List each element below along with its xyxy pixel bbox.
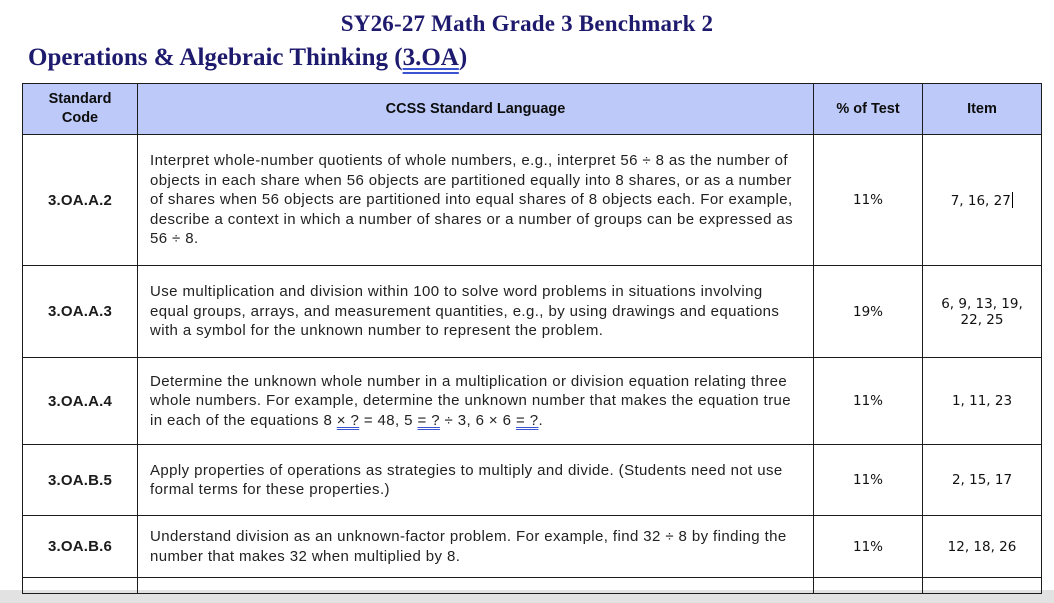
page-title: SY26-27 Math Grade 3 Benchmark 2 <box>340 11 714 36</box>
item-numbers-cell[interactable]: 2, 15, 17 <box>922 444 1042 516</box>
table-row: 3.OA.A.2 Interpret whole-number quotients… <box>22 134 1042 266</box>
header-ccss-language: CCSS Standard Language <box>137 83 814 135</box>
section-title-text: Operations & Algebraic Thinking ( <box>28 44 403 71</box>
standard-code-cell[interactable]: 3.OA.B.5 <box>22 444 138 516</box>
header-item: Item <box>922 83 1042 135</box>
section-link-3oa[interactable]: 3.OA <box>402 44 459 71</box>
standards-table: Standard Code CCSS Standard Language % o… <box>22 83 1042 594</box>
language-text: = 48, 5 <box>359 411 418 429</box>
pct-of-test-cell[interactable]: 11% <box>813 357 923 445</box>
table-header-row: Standard Code CCSS Standard Language % o… <box>22 83 1042 135</box>
suggestion-underlined-text: × ? <box>336 411 360 429</box>
standard-code-cell[interactable]: 3.OA.A.3 <box>22 265 138 358</box>
partial-cell <box>922 577 1042 594</box>
partial-cell <box>22 577 138 594</box>
table-row-partial <box>22 577 1042 594</box>
table-row: 3.OA.A.3 Use multiplication and division … <box>22 265 1042 358</box>
language-text: Determine the unknown whole number in a … <box>150 372 792 429</box>
item-numbers-cell[interactable]: 1, 11, 23 <box>922 357 1042 445</box>
pct-of-test-cell[interactable]: 11% <box>813 515 923 578</box>
table-row: 3.OA.B.5 Apply properties of operations a… <box>22 444 1042 516</box>
text-cursor <box>1011 191 1014 208</box>
pct-of-test-cell[interactable]: 11% <box>813 444 923 516</box>
item-numbers-cell[interactable]: 12, 18, 26 <box>922 515 1042 578</box>
header-standard-code: Standard Code <box>22 83 138 135</box>
pct-of-test-cell[interactable]: 11% <box>813 134 923 266</box>
language-text: ÷ 3, 6 × 6 <box>439 411 516 429</box>
standard-code-cell[interactable]: 3.OA.A.2 <box>22 134 138 266</box>
header-pct-of-test: % of Test <box>813 83 923 135</box>
standard-code-cell[interactable]: 3.OA.B.6 <box>22 515 138 578</box>
standard-language-cell[interactable]: Use multiplication and division within 1… <box>137 265 814 358</box>
standard-language-cell[interactable]: Apply properties of operations as strate… <box>137 444 814 516</box>
partial-cell <box>813 577 923 594</box>
partial-cell <box>137 577 814 594</box>
standard-language-cell[interactable]: Determine the unknown whole number in a … <box>137 357 814 445</box>
section-title: Operations & Algebraic Thinking (3.OA) <box>28 44 1054 72</box>
item-numbers-cell[interactable]: 6, 9, 13, 19, 22, 25 <box>922 265 1042 358</box>
item-numbers-cell[interactable]: 7, 16, 27 <box>922 134 1042 266</box>
table-row: 3.OA.B.6 Understand division as an unknow… <box>22 515 1042 578</box>
suggestion-underlined-text: = ? <box>515 411 539 429</box>
table-row: 3.OA.A.4 Determine the unknown whole numb… <box>22 357 1042 445</box>
language-text: . <box>538 411 544 429</box>
standard-code-cell[interactable]: 3.OA.A.4 <box>22 357 138 445</box>
standard-language-cell[interactable]: Interpret whole-number quotients of whol… <box>137 134 814 266</box>
pct-of-test-cell[interactable]: 19% <box>813 265 923 358</box>
section-title-paren: ) <box>458 44 468 71</box>
suggestion-underlined-text: = ? <box>417 411 440 429</box>
standard-language-cell[interactable]: Understand division as an unknown-factor… <box>137 515 814 578</box>
